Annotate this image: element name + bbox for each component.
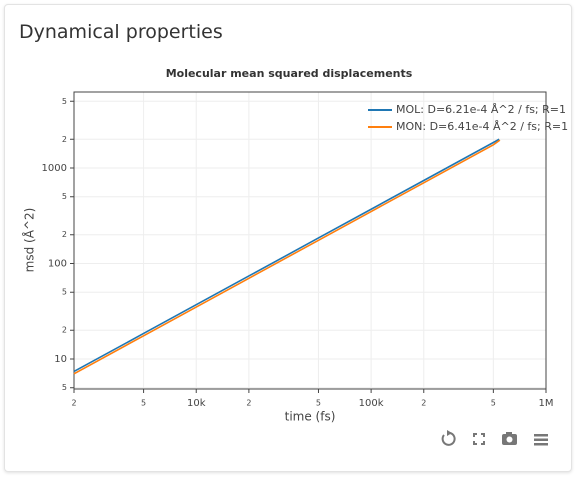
- y-tick-label: 2: [62, 326, 67, 335]
- x-tick-label: 5: [141, 399, 146, 408]
- y-tick-label: 5: [62, 192, 67, 201]
- toolbar: [441, 430, 548, 446]
- plot-frame: [73, 91, 547, 390]
- camera-button[interactable]: [502, 432, 517, 445]
- card-title: Dynamical properties: [19, 21, 223, 43]
- y-tick-label: 1000: [42, 163, 67, 174]
- card: Dynamical properties: [4, 4, 572, 472]
- x-tick-label: 5: [316, 399, 321, 408]
- y-tick-label: 2: [62, 135, 67, 144]
- x-tick-label: 5: [491, 399, 496, 408]
- reset-button[interactable]: [441, 430, 456, 446]
- y-tick-label: 5: [62, 383, 67, 392]
- y-tick-label: 100: [48, 258, 67, 269]
- y-tick-label: 10: [54, 354, 67, 365]
- x-tick-label: 1M: [539, 398, 554, 409]
- y-tick-label: 2: [62, 230, 67, 239]
- x-axis-label: time (fs): [285, 410, 336, 424]
- y-tick-label: 5: [62, 288, 67, 297]
- series-line: [73, 139, 501, 375]
- x-tick-label: 2: [246, 399, 251, 408]
- x-tick-label: 10k: [187, 398, 206, 409]
- y-tick-label: 5: [62, 97, 67, 106]
- x-tick-label: 2: [71, 399, 76, 408]
- y-axis-label: msd (Å^2): [22, 208, 37, 273]
- fullscreen-button[interactable]: [473, 433, 485, 445]
- legend-label: MOL: D=6.21e-4 Å^2 / fs; R=1: [396, 103, 566, 116]
- legend-label: MON: D=6.41e-4 Å^2 / fs; R=1: [396, 120, 568, 133]
- x-tick-label: 100k: [359, 398, 384, 409]
- legend-button[interactable]: [534, 434, 548, 446]
- chart-title: Molecular mean squared displacements: [166, 67, 413, 80]
- x-tick-label: 2: [421, 399, 426, 408]
- series-line: [73, 138, 500, 373]
